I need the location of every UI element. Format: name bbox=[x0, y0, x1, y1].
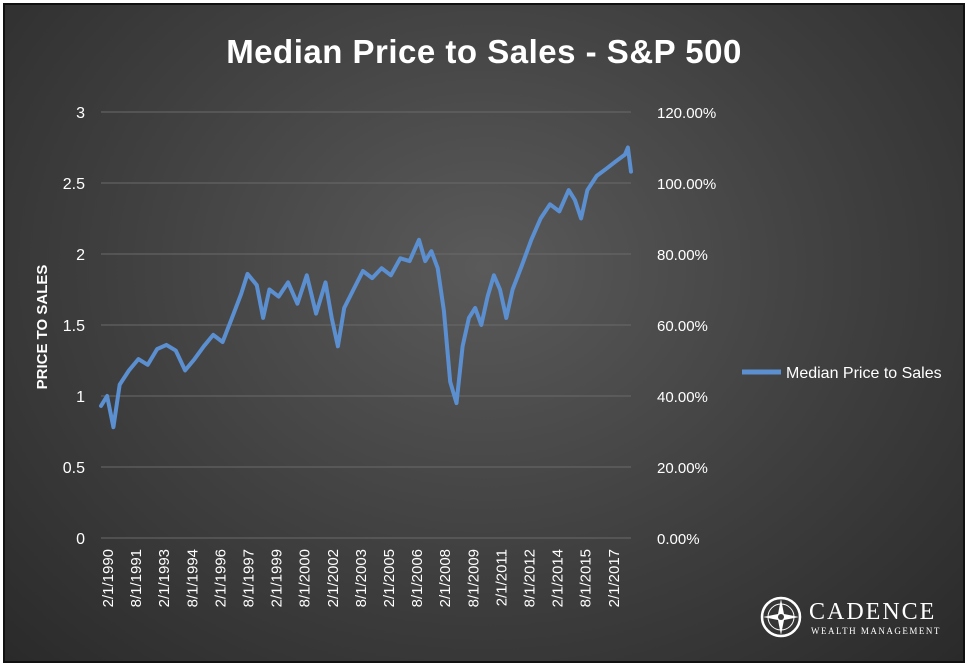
legend-label: Median Price to Sales bbox=[786, 365, 942, 382]
y2-tick-label: 80.00% bbox=[657, 247, 708, 264]
x-tick-label: 2/1/2011 bbox=[493, 549, 510, 606]
x-tick-label: 2/1/2017 bbox=[606, 549, 623, 607]
y-tick-label: 1 bbox=[76, 389, 85, 406]
series-line bbox=[99, 145, 633, 430]
chart-frame: Median Price to Sales - S&P 500 0 0.5 1 1.5… bbox=[3, 3, 965, 663]
x-tick-label: 2/1/2008 bbox=[437, 549, 454, 607]
y2-tick-label: 0.00% bbox=[657, 531, 700, 548]
x-tick-label: 8/1/1991 bbox=[128, 549, 145, 607]
x-tick-label: 8/1/2009 bbox=[465, 549, 482, 607]
x-tick-label: 2/1/1990 bbox=[100, 549, 117, 607]
logo-name: CADENCE bbox=[809, 599, 937, 625]
logo-subtitle: WEALTH MANAGEMENT bbox=[811, 626, 941, 636]
y-axis-label: PRICE TO SALES bbox=[34, 265, 51, 390]
chart-svg: 0 0.5 1 1.5 2 2.5 3 0.00% 20.00% 40.00% 60.00% 80.… bbox=[34, 105, 942, 607]
x-tick-label: 8/1/2000 bbox=[297, 549, 314, 607]
compass-icon bbox=[760, 596, 802, 638]
y-tick-label: 0.5 bbox=[63, 460, 85, 477]
series-layer bbox=[99, 145, 633, 430]
x-tick-label: 8/1/2006 bbox=[409, 549, 426, 607]
y-axis-right: 0.00% 20.00% 40.00% 60.00% 80.00% 100.00% 120.… bbox=[657, 105, 716, 548]
x-tick-label: 2/1/2014 bbox=[550, 549, 567, 607]
y-axis-left: 0 0.5 1 1.5 2 2.5 3 bbox=[63, 105, 85, 548]
y-tick-label: 2 bbox=[76, 247, 85, 264]
y2-tick-label: 100.00% bbox=[657, 176, 716, 193]
x-tick-label: 2/1/1993 bbox=[156, 549, 173, 607]
y-tick-label: 3 bbox=[76, 105, 85, 122]
y2-tick-label: 120.00% bbox=[657, 105, 716, 122]
grid-layer bbox=[101, 111, 631, 539]
x-tick-label: 2/1/2005 bbox=[381, 549, 398, 607]
y-tick-label: 2.5 bbox=[63, 176, 85, 193]
y2-tick-label: 60.00% bbox=[657, 318, 708, 335]
x-axis: 2/1/1990 8/1/1991 2/1/1993 8/1/1994 2/1/1996… bbox=[100, 549, 623, 607]
y-tick-label: 0 bbox=[76, 531, 85, 548]
x-tick-label: 2/1/1999 bbox=[269, 549, 286, 607]
y-tick-label: 1.5 bbox=[63, 318, 85, 335]
x-tick-label: 8/1/2003 bbox=[353, 549, 370, 607]
x-tick-label: 8/1/1997 bbox=[241, 549, 258, 607]
chart-title: Median Price to Sales - S&P 500 bbox=[226, 33, 742, 70]
x-tick-label: 8/1/1994 bbox=[184, 549, 201, 607]
y2-tick-label: 40.00% bbox=[657, 389, 708, 406]
x-tick-label: 8/1/2015 bbox=[578, 549, 595, 607]
cadence-logo: CADENCE WEALTH MANAGEMENT bbox=[753, 595, 943, 643]
x-tick-label: 8/1/2012 bbox=[522, 549, 539, 607]
legend: Median Price to Sales bbox=[742, 365, 942, 382]
y2-tick-label: 20.00% bbox=[657, 460, 708, 477]
x-tick-label: 2/1/2002 bbox=[325, 549, 342, 607]
x-tick-label: 2/1/1996 bbox=[212, 549, 229, 607]
